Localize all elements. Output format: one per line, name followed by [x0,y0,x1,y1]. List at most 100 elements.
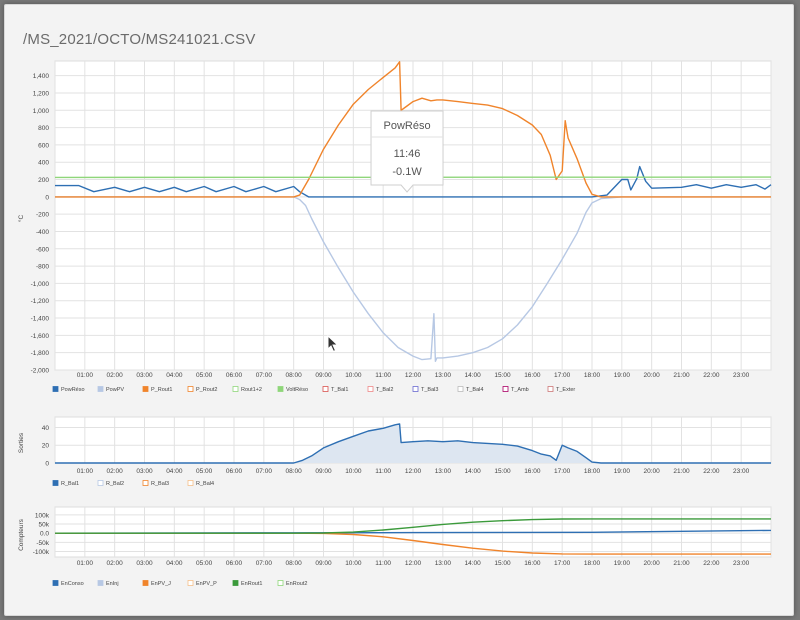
x-tick-label: 10:00 [345,372,362,379]
x-tick-label: 06:00 [226,560,243,567]
legend-label: R_Bal3 [151,481,169,487]
x-tick-label: 09:00 [315,372,332,379]
y-tick-label: 0 [45,194,49,201]
legend-swatch [187,386,194,392]
x-tick-label: 21:00 [673,560,690,567]
y-tick-label: 800 [38,125,49,132]
x-tick-label: 10:00 [345,468,362,475]
x-tick-label: 23:00 [733,372,750,379]
y-tick-label: -600 [36,246,49,253]
legend-swatch [232,386,239,392]
y-tick-label: 600 [38,142,49,149]
legend-swatch [322,386,329,392]
y-tick-label: -1,800 [31,350,50,357]
legend-swatch [52,480,59,486]
series-area-r_bal1 [55,423,771,463]
charts-canvas: 01:00 02:00 03:00 04:00 05:00 06:00 07:00 08:00… [17,60,772,587]
x-tick-label: 16:00 [524,468,541,475]
x-tick-label: 07:00 [256,560,273,567]
legend-swatch [52,386,59,392]
legend-label: EnInj [106,581,119,587]
x-tick-label: 02:00 [107,468,124,475]
x-tick-label: 18:00 [584,560,601,567]
y-tick-label: -100k [33,549,50,556]
y-tick-label: 50k [39,522,50,529]
x-tick-label: 03:00 [136,372,153,379]
mouse-cursor-icon [327,335,339,353]
x-tick-label: 08:00 [286,372,303,379]
y-axis-label: Sorties [18,432,25,453]
x-tick-label: 03:00 [136,560,153,567]
legend-label: Rout1+2 [241,387,262,393]
x-tick-label: 22:00 [703,372,720,379]
x-tick-label: 08:00 [286,468,303,475]
legend-swatch [97,580,104,586]
chart-window: /MS_2021/OCTO/MS241021.CSV 01:00 02:00 03:… [4,4,794,616]
y-tick-label: 20 [42,443,50,450]
y-tick-label: -200 [36,212,49,219]
legend-swatch [277,580,284,586]
legend-label: EnPV_J [151,581,171,587]
x-tick-label: 21:00 [673,468,690,475]
tooltip: PowRéso 11:46 -0.1W [370,110,444,193]
legend-label: P_Rout2 [196,387,217,393]
x-tick-label: 13:00 [435,468,452,475]
legend-label: R_Bal2 [106,481,124,487]
series-line-enrout1 [55,518,771,534]
x-tick-label: 20:00 [644,560,661,567]
x-tick-label: 04:00 [166,560,183,567]
legend-label: T_Bal4 [466,387,483,393]
legend-label: VoltRéso [286,387,308,393]
legend-swatch [142,386,149,392]
tooltip-value: -0.1W [392,166,422,178]
x-tick-label: 04:00 [166,468,183,475]
legend-label: PowPV [106,387,124,393]
y-tick-label: -50k [36,540,49,547]
x-tick-label: 05:00 [196,372,213,379]
x-tick-label: 10:00 [345,560,362,567]
y-tick-label: -1,200 [31,298,50,305]
legend-swatch [547,386,554,392]
chart-panel-2: 01:00 02:00 03:00 04:00 05:00 06:00 07:00 08:00… [18,416,772,487]
x-tick-label: 14:00 [465,372,482,379]
x-tick-label: 22:00 [703,560,720,567]
y-axis-label: °C [17,215,25,223]
x-tick-label: 07:00 [256,468,273,475]
y-tick-label: 1,200 [33,90,50,97]
legend-label: T_Exter [556,387,575,393]
x-tick-label: 15:00 [494,560,511,567]
legend-label: EnRout1 [241,581,262,587]
x-tick-label: 12:00 [405,560,422,567]
legend-label: EnRout2 [286,581,307,587]
legend-label: T_Bal3 [421,387,438,393]
legend-swatch [412,386,419,392]
x-tick-label: 05:00 [196,560,213,567]
x-tick-label: 08:00 [286,560,303,567]
y-tick-label: 100k [35,512,50,519]
legend-swatch [457,386,464,392]
chart-panel-1: 01:00 02:00 03:00 04:00 05:00 06:00 07:00 08:00… [17,60,772,393]
legend-swatch [187,580,194,586]
x-tick-label: 11:00 [375,468,391,475]
legend-label: R_Bal1 [61,481,79,487]
legend-label: EnConso [61,581,84,587]
legend-label: T_Bal2 [376,387,393,393]
x-tick-label: 06:00 [226,372,243,379]
legend-swatch [187,480,194,486]
x-tick-label: 16:00 [524,372,541,379]
series-line-r_bal1 [55,423,771,464]
y-tick-label: 200 [38,177,49,184]
legend-label: R_Bal4 [196,481,214,487]
y-axis-label: Compteurs [18,518,25,551]
x-tick-label: 20:00 [644,372,661,379]
y-tick-label: 0.0 [40,531,49,538]
y-tick-label: 40 [42,425,50,432]
x-tick-label: 14:00 [465,560,482,567]
x-tick-label: 15:00 [494,372,511,379]
y-tick-label: 1,000 [33,108,50,115]
legend-swatch [97,480,104,486]
y-tick-label: 0 [45,461,49,468]
x-tick-label: 17:00 [554,560,571,567]
x-tick-label: 19:00 [614,468,631,475]
legend-swatch [367,386,374,392]
